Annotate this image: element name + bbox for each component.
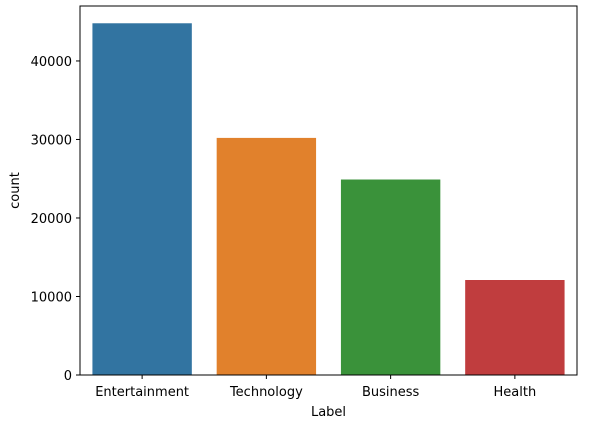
y-tick-label: 10000 bbox=[31, 290, 72, 305]
y-tick-label: 30000 bbox=[31, 133, 72, 148]
y-axis-label: count bbox=[8, 172, 23, 209]
y-tick-label: 20000 bbox=[31, 212, 72, 227]
y-tick-label: 40000 bbox=[31, 55, 72, 70]
bars-group bbox=[92, 23, 565, 376]
x-tick-label: Entertainment bbox=[95, 385, 189, 400]
bar-technology bbox=[216, 137, 317, 375]
bar-health bbox=[465, 280, 565, 375]
x-axis-ticks: Entertainment Technology Business Health bbox=[95, 375, 536, 400]
bar-entertainment bbox=[92, 23, 192, 376]
y-tick-label: 0 bbox=[64, 369, 72, 384]
plot-frame bbox=[79, 5, 578, 376]
x-tick-label: Health bbox=[494, 385, 537, 400]
y-axis-ticks: 0 10000 20000 30000 40000 bbox=[31, 55, 80, 384]
bar-business bbox=[340, 179, 441, 375]
x-tick-label: Technology bbox=[229, 385, 303, 400]
x-tick-label: Business bbox=[362, 385, 420, 400]
x-axis-label: Label bbox=[311, 405, 346, 420]
